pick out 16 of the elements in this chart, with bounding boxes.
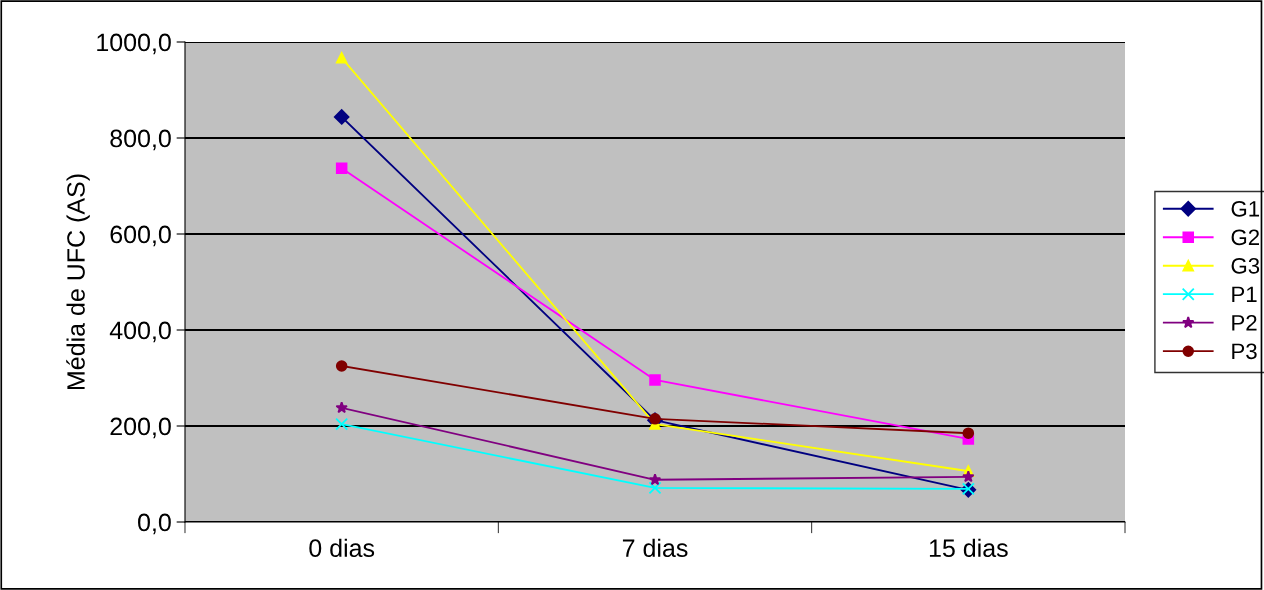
legend-label: G2	[1231, 229, 1259, 246]
legend-label: P3	[1232, 343, 1257, 360]
legend-label: G3	[1231, 257, 1260, 274]
y-axis-title: Média de UFC (AS)	[66, 174, 90, 389]
x-tick-label: 15 dias	[929, 538, 1008, 558]
y-tick-label: 0,0	[138, 513, 171, 535]
legend-label: P2	[1232, 314, 1257, 331]
y-tick-label: 800,0	[110, 129, 171, 151]
y-tick-label: 400,0	[109, 321, 171, 343]
y-tick-label: 200,0	[110, 417, 171, 439]
x-tick-label: 7 dias	[622, 538, 688, 558]
x-tick-label: 0 dias	[309, 538, 375, 558]
legend-label: P1	[1232, 286, 1257, 302]
y-tick-label: 600,0	[110, 225, 171, 247]
y-tick-label: 1000,0	[97, 33, 171, 55]
legend-label: G1	[1231, 201, 1260, 217]
